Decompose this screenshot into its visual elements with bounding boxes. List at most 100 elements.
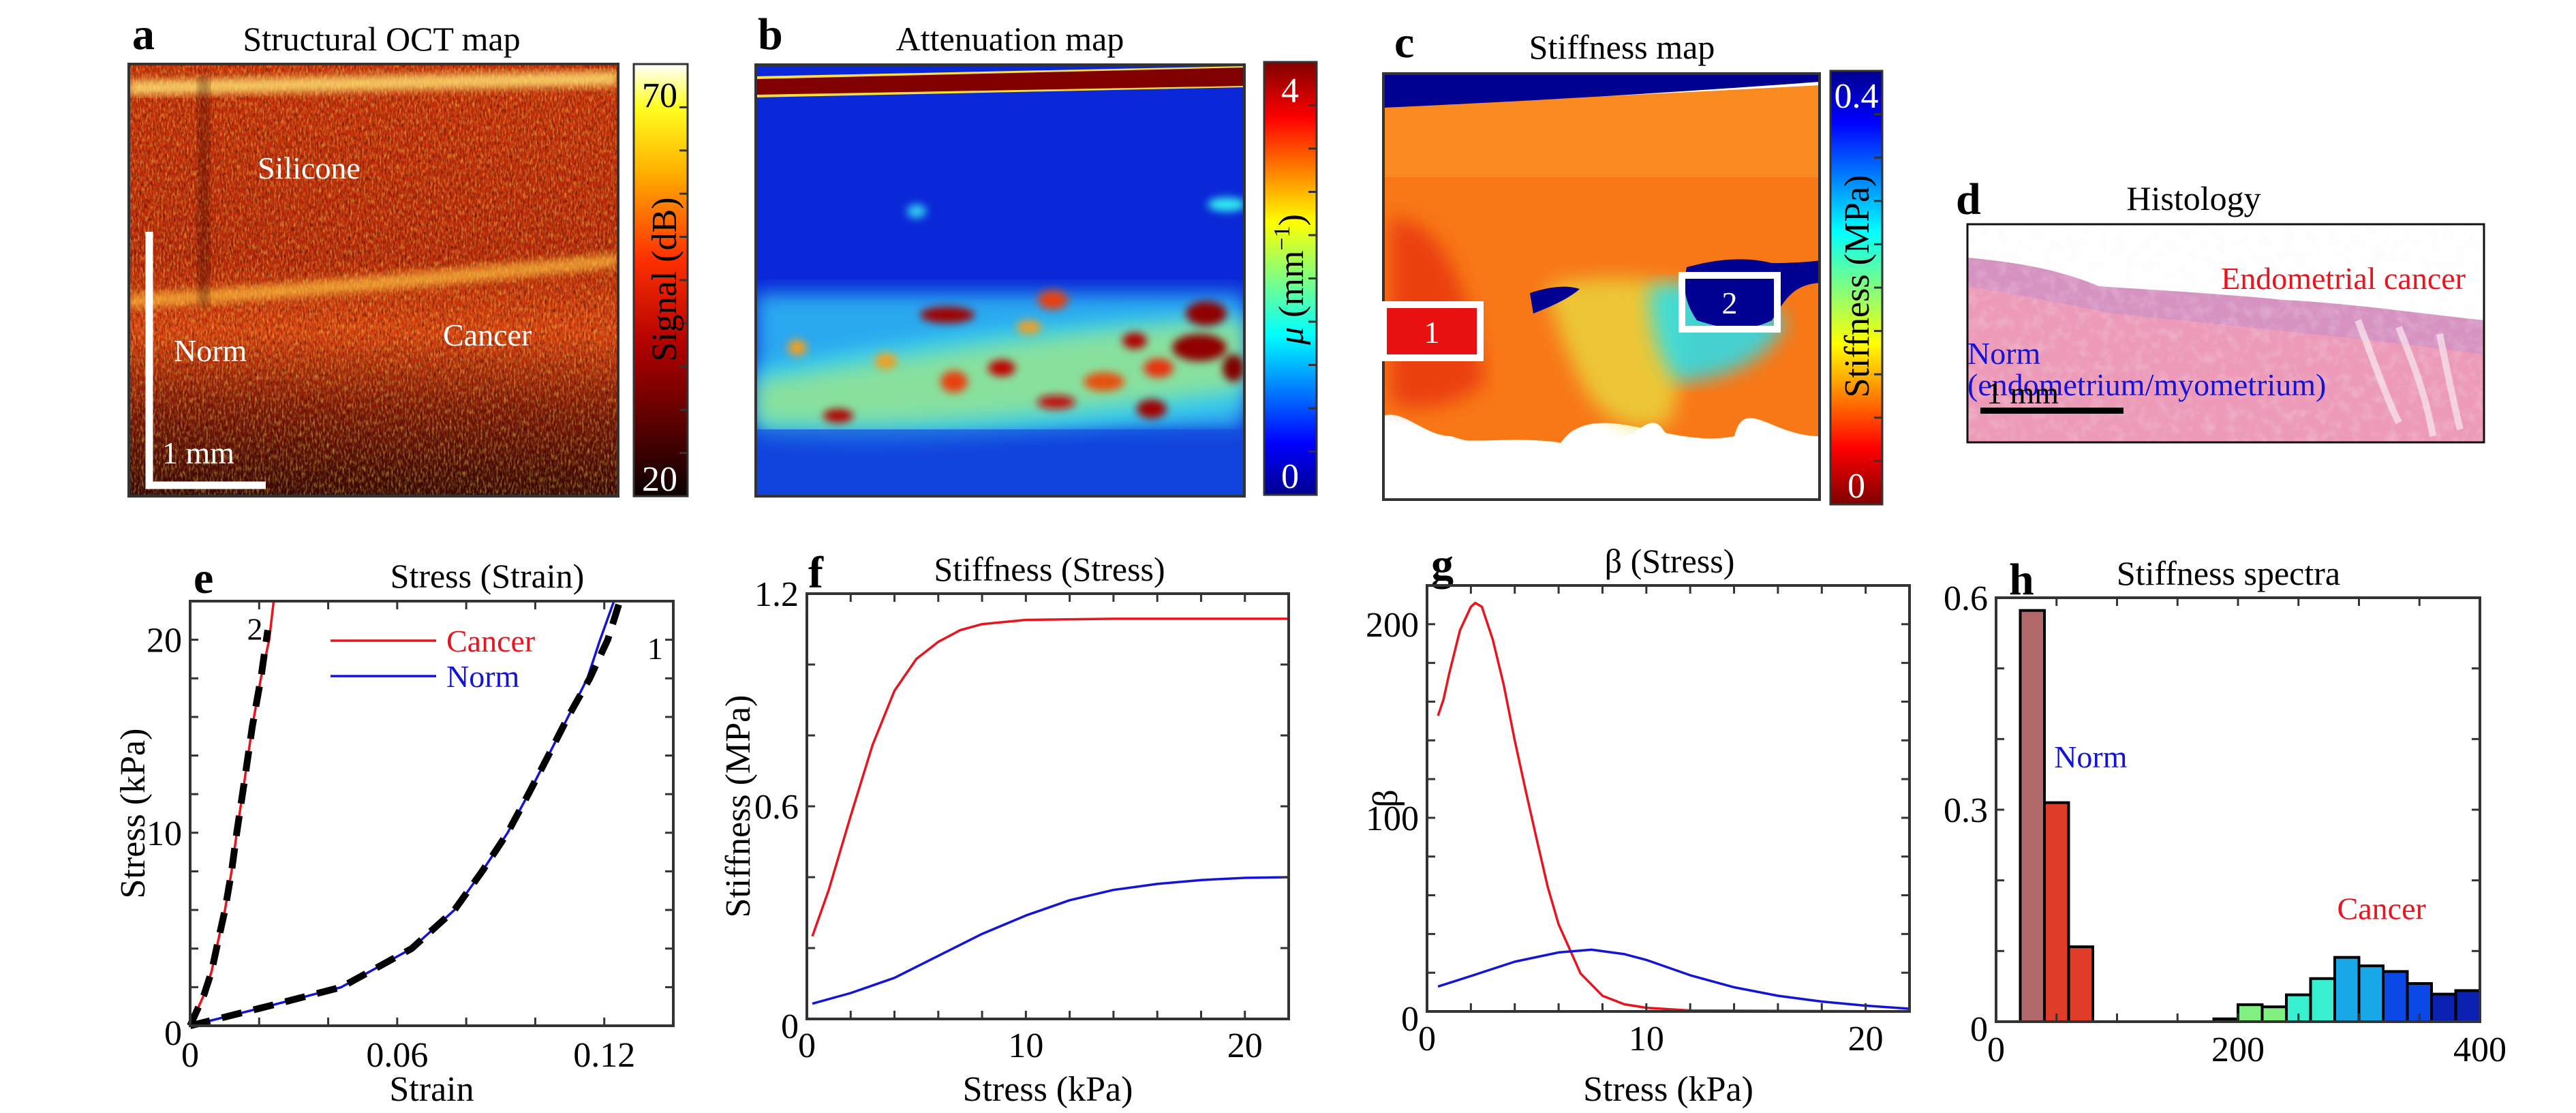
histogram-bar xyxy=(2043,801,2070,1023)
stiffness-image xyxy=(1383,74,1820,500)
histogram-bar xyxy=(2430,992,2457,1023)
panel-c: c Stiffness map 1 2 0.4 0 St xyxy=(1380,18,1884,506)
region-1[interactable]: 1 xyxy=(1380,301,1484,361)
colorbar-a-min: 20 xyxy=(642,460,677,499)
x-tick-label: 20 xyxy=(1227,1026,1263,1065)
annotation: 2 xyxy=(247,612,263,647)
y-tick-label: 0.6 xyxy=(754,788,799,827)
histogram-bar xyxy=(2260,1005,2288,1023)
chart-title: Stiffness spectra xyxy=(2117,554,2340,592)
unit-mm: (mm xyxy=(1272,251,1311,318)
colorbar-a-max: 70 xyxy=(642,76,677,115)
oct-image xyxy=(129,64,618,496)
histogram-bar xyxy=(2454,989,2481,1024)
panel-letter-h: h xyxy=(2009,555,2034,605)
attenuation-spot xyxy=(788,339,807,356)
attenuation-spot xyxy=(1084,372,1124,391)
y-tick-label: 0 xyxy=(781,1007,799,1046)
histogram-bar xyxy=(2237,1003,2264,1023)
unit-exponent: −1 xyxy=(1270,226,1295,250)
attenuation-spot xyxy=(1208,198,1244,211)
attenuation-frame xyxy=(754,63,1246,498)
annotation: Cancer xyxy=(2337,891,2426,926)
x-tick-label: 0 xyxy=(798,1026,816,1065)
y-tick-label: 0 xyxy=(1970,1010,1988,1049)
series-line-norm xyxy=(189,600,615,1027)
histogram-bar xyxy=(2067,945,2094,1023)
panel-letter-b: b xyxy=(758,10,783,59)
panel-letter-a: a xyxy=(132,10,155,59)
label-cancer: Cancer xyxy=(443,318,532,352)
panel-letter-g: g xyxy=(1431,540,1454,590)
y-tick-label: 200 xyxy=(1366,606,1419,645)
chart-title: Stiffness (Stress) xyxy=(934,550,1165,588)
chart-stress-strain: Stress (Strain) 0 0.06 0.12 0 10 20 Strain Stres… xyxy=(114,557,675,1109)
legend-label: Norm xyxy=(446,659,520,694)
region-2-label: 2 xyxy=(1722,286,1738,320)
scale-label-d: 1 mm xyxy=(1987,376,2059,410)
annotation: Norm xyxy=(2054,740,2128,774)
x-tick-label: 200 xyxy=(2211,1031,2265,1069)
x-tick-label: 400 xyxy=(2453,1031,2506,1069)
x-tick-label: 20 xyxy=(1848,1020,1884,1058)
colorbar-a-label: Signal (dB) xyxy=(645,197,684,361)
x-axis-label: Stress (kPa) xyxy=(963,1070,1133,1109)
y-tick-label: 0.3 xyxy=(1944,791,1988,830)
x-tick-label: 0 xyxy=(1987,1031,2005,1069)
panel-h: h Stiffness spectra 0 200 400 0 0.3 0.6 Norm Can… xyxy=(1944,554,2506,1069)
plot-frame xyxy=(189,600,675,1027)
attenuation-spot xyxy=(823,409,853,423)
attenuation-spot xyxy=(920,307,975,323)
y-axis-label: Stress (kPa) xyxy=(114,729,153,899)
mu-symbol: μ xyxy=(1272,327,1311,346)
x-tick-label: 10 xyxy=(1629,1020,1664,1058)
x-tick-label: 0.12 xyxy=(573,1036,635,1075)
attenuation-image xyxy=(756,65,1244,496)
panel-c-title: Stiffness map xyxy=(1529,28,1715,66)
colorbar-a: 70 20 Signal (dB) xyxy=(632,63,689,499)
region-2[interactable]: 2 xyxy=(1678,272,1781,333)
attenuation-spot xyxy=(1144,359,1174,378)
series-line-cancer xyxy=(1437,601,1910,1013)
label-silicone: Silicone xyxy=(258,151,361,185)
panel-f: f Stiffness (Stress) 0 10 20 0 0.6 1.2 Stress (… xyxy=(719,548,1290,1109)
chart-title: Stress (Strain) xyxy=(390,557,585,595)
y-tick-label: 10 xyxy=(147,814,182,853)
unit-close: ) xyxy=(1272,214,1311,226)
colorbar-c: 0.4 0 Stiffness (MPa) xyxy=(1829,70,1884,506)
plot-frame xyxy=(806,592,1290,1020)
series-line-fit-1 xyxy=(189,600,624,1029)
panel-a: a Structural OCT map Silicone Norm Cance… xyxy=(127,10,689,499)
x-tick-label: 0 xyxy=(181,1036,199,1075)
y-tick-label: 0 xyxy=(1401,1000,1419,1039)
colorbar-b-label: μ (mm−1) xyxy=(1270,214,1311,346)
plot-frame xyxy=(1426,584,1911,1013)
x-axis-label: Strain xyxy=(389,1070,474,1109)
y-tick-label: 1.2 xyxy=(754,575,799,614)
chart-stiffness-stress: Stiffness (Stress) 0 10 20 0 0.6 1.2 Stress (kP… xyxy=(719,550,1290,1109)
attenuation-spot xyxy=(988,360,1015,376)
region-1-label: 1 xyxy=(1424,315,1440,350)
label-norm-d: Norm xyxy=(1967,336,2041,371)
colorbar-c-max: 0.4 xyxy=(1835,77,1879,116)
panel-letter-c: c xyxy=(1394,18,1414,67)
panel-d: d Histology Endometrial cancer Norm (end… xyxy=(1956,174,2485,444)
stiffness-frame xyxy=(1382,72,1821,501)
label-norm: Norm xyxy=(174,333,247,368)
colorbar-b-max: 4 xyxy=(1281,72,1299,110)
panel-a-title: Structural OCT map xyxy=(243,20,520,58)
x-tick-label: 10 xyxy=(1008,1026,1043,1065)
attenuation-spot xyxy=(1038,290,1068,309)
attenuation-spot xyxy=(1122,333,1147,349)
histogram-bar xyxy=(2357,964,2385,1024)
colorbar-b: 4 0 μ (mm−1) xyxy=(1263,61,1318,496)
colorbar-b-min: 0 xyxy=(1281,457,1299,496)
oct-frame xyxy=(127,63,619,498)
x-tick-label: 0 xyxy=(1418,1020,1436,1058)
legend-label: Cancer xyxy=(446,624,535,658)
series-line-norm xyxy=(812,876,1289,1005)
panel-letter-d: d xyxy=(1956,174,1981,224)
x-tick-label: 0.06 xyxy=(366,1036,428,1075)
scale-label-a: 1 mm xyxy=(162,436,234,470)
